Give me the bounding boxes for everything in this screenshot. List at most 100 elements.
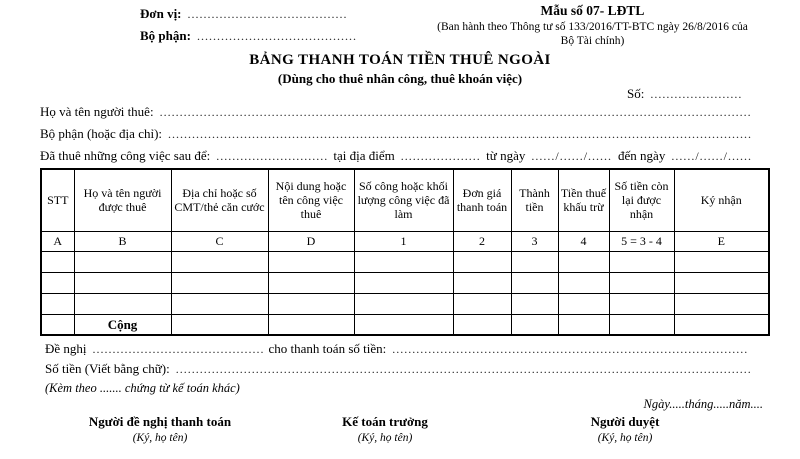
to-date-blank: ....../....../...... [671, 149, 752, 163]
attachment-note: (Kèm theo ....... chứng từ kế toán khác) [45, 381, 240, 395]
empty-cell [267, 313, 355, 336]
empty-cell [353, 313, 454, 336]
table-row [40, 271, 770, 294]
empty-cell [353, 271, 454, 294]
total-label: Cộng [73, 313, 172, 336]
empty-cell [673, 250, 770, 273]
signature-note: (Ký, họ tên) [132, 432, 188, 444]
code-cell: 4 [557, 230, 610, 252]
payment-request-line: Đề nghị ................................… [45, 341, 748, 357]
form-code-issuance-line1: (Ban hành theo Thông tư số 133/2016/TT-B… [437, 20, 748, 33]
header-withheld-tax: Tiền thuế khấu trừ [557, 168, 610, 232]
code-cell: E [673, 230, 770, 252]
empty-cell [510, 313, 559, 336]
empty-cell [510, 271, 559, 294]
empty-cell [353, 250, 454, 273]
department-address-blank: ........................................… [168, 127, 752, 141]
empty-cell [267, 292, 355, 315]
payment-amount-blank: ........................................… [392, 342, 748, 356]
department-label: Bộ phận: [140, 28, 191, 43]
empty-cell [510, 250, 559, 273]
request-blank: ........................................… [92, 342, 263, 356]
empty-cell [170, 292, 269, 315]
location-label: tại địa điểm [333, 148, 395, 163]
form-code-issuance-line2: Bộ Tài chính) [560, 35, 625, 48]
department-line: Bộ phận: ...............................… [140, 28, 395, 44]
signature-block-approver: Người duyệt (Ký, họ tên) [520, 414, 730, 444]
empty-cell [170, 271, 269, 294]
empty-cell [40, 313, 75, 336]
unit-line: Đơn vị: ................................… [140, 6, 400, 22]
code-cell: C [170, 230, 269, 252]
number-value-blank: ....................... [650, 87, 743, 101]
empty-cell [557, 250, 610, 273]
from-date-label: từ ngày [486, 148, 526, 163]
signature-block-chief-accountant: Kế toán trưởng (Ký, họ tên) [280, 414, 490, 444]
empty-cell [40, 292, 75, 315]
unit-value-blank: ........................................ [187, 7, 348, 21]
department-address-label: Bộ phận (hoặc địa chỉ): [40, 126, 163, 141]
empty-cell [452, 292, 512, 315]
signature-block-requester: Người đề nghị thanh toán (Ký, họ tên) [55, 414, 265, 444]
empty-cell [673, 292, 770, 315]
hired-work-line: Đã thuê những công việc sau để: ........… [40, 148, 752, 164]
amount-in-words-blank: ........................................… [175, 362, 751, 376]
empty-cell [353, 292, 454, 315]
header-unit-price: Đơn giá thanh toán [452, 168, 512, 232]
date-line: Ngày.....tháng.....năm.... [643, 397, 763, 411]
department-value-blank: ........................................ [196, 29, 357, 43]
amount-in-words-line: Số tiền (Viết bằng chữ): ...............… [45, 361, 751, 377]
empty-cell [40, 271, 75, 294]
signature-title-requester: Người đề nghị thanh toán [88, 414, 232, 429]
empty-cell [73, 250, 172, 273]
empty-cell [452, 271, 512, 294]
document-title: BẢNG THANH TOÁN TIỀN THUÊ NGOÀI [249, 52, 551, 68]
form-code-title: Mẫu số 07- LĐTL [540, 3, 645, 18]
hirer-name-line: Họ và tên người thuê: ..................… [40, 104, 752, 120]
signature-title-approver: Người duyệt [590, 414, 660, 429]
empty-cell [673, 313, 770, 336]
header-remaining-amount: Số tiền còn lại được nhận [608, 168, 675, 232]
empty-cell [267, 250, 355, 273]
amount-in-words-label: Số tiền (Viết bằng chữ): [45, 361, 170, 376]
empty-cell [557, 313, 610, 336]
empty-cell [608, 292, 675, 315]
table-code-row: A B C D 1 2 3 4 5 = 3 - 4 E [40, 230, 770, 252]
location-blank: ........................................… [400, 149, 481, 163]
header-work-content: Nội dung hoặc tên công việc thuê [267, 168, 355, 232]
empty-cell [608, 250, 675, 273]
empty-cell [452, 250, 512, 273]
table-header-row: STT Họ và tên người được thuê Địa chỉ ho… [40, 168, 770, 232]
payment-amount-label: cho thanh toán số tiền: [268, 341, 387, 356]
code-cell: 5 = 3 - 4 [608, 230, 675, 252]
code-cell: 1 [353, 230, 454, 252]
code-cell: B [73, 230, 172, 252]
header-work-volume: Số công hoặc khối lượng công việc đã làm [353, 168, 454, 232]
header-signature: Ký nhận [673, 168, 770, 232]
code-cell: A [40, 230, 75, 252]
number-label: Số: [627, 86, 645, 101]
code-cell: 2 [452, 230, 512, 252]
empty-cell [170, 313, 269, 336]
empty-cell [557, 292, 610, 315]
empty-cell [267, 271, 355, 294]
from-date-blank: ....../....../...... [531, 149, 613, 163]
header-hired-person-name: Họ và tên người được thuê [73, 168, 172, 232]
empty-cell [452, 313, 512, 336]
signature-note: (Ký, họ tên) [357, 432, 413, 444]
empty-cell [40, 250, 75, 273]
code-cell: D [267, 230, 355, 252]
hired-work-label: Đã thuê những công việc sau để: [40, 148, 211, 163]
table-row [40, 292, 770, 315]
document-subtitle: (Dùng cho thuê nhân công, thuê khoán việ… [277, 71, 523, 86]
to-date-label: đến ngày [618, 148, 666, 163]
table-row [40, 250, 770, 273]
department-address-line: Bộ phận (hoặc địa chỉ): ................… [40, 126, 752, 142]
hired-work-blank: ........................................… [216, 149, 327, 163]
request-label: Đề nghị [45, 341, 87, 356]
empty-cell [73, 271, 172, 294]
empty-cell [557, 271, 610, 294]
hirer-name-blank: ........................................… [159, 105, 752, 119]
hirer-name-label: Họ và tên người thuê: [40, 104, 154, 119]
header-amount: Thành tiền [510, 168, 559, 232]
